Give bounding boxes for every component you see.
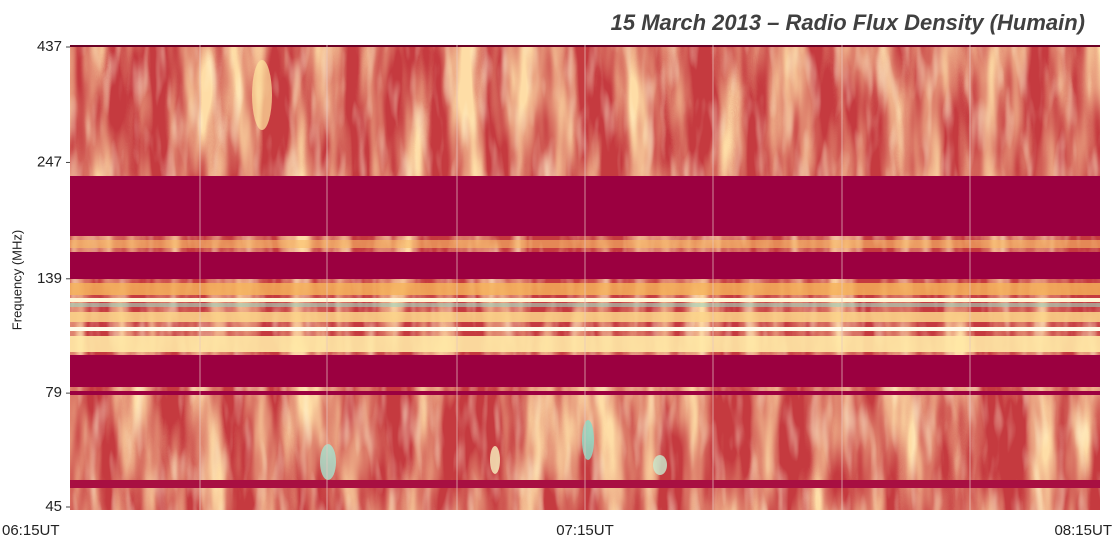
x-tick-label: 08:15UT: [1054, 522, 1112, 539]
y-tick-label: 437: [37, 38, 62, 55]
y-tick-label: 79: [45, 384, 62, 401]
y-tick-label: 247: [37, 153, 62, 170]
y-tick-label: 139: [37, 270, 62, 287]
x-tick-label: 07:15UT: [556, 522, 614, 539]
y-axis-label: Frequency (MHz): [9, 230, 24, 330]
chart-title: 15 March 2013 – Radio Flux Density (Huma…: [611, 10, 1085, 35]
y-tick-label: 45: [45, 498, 62, 515]
x-tick-label: 06:15UT: [2, 522, 60, 539]
chart: 15 March 2013 – Radio Flux Density (Huma…: [0, 0, 1114, 544]
spectrogram: [70, 45, 1100, 510]
